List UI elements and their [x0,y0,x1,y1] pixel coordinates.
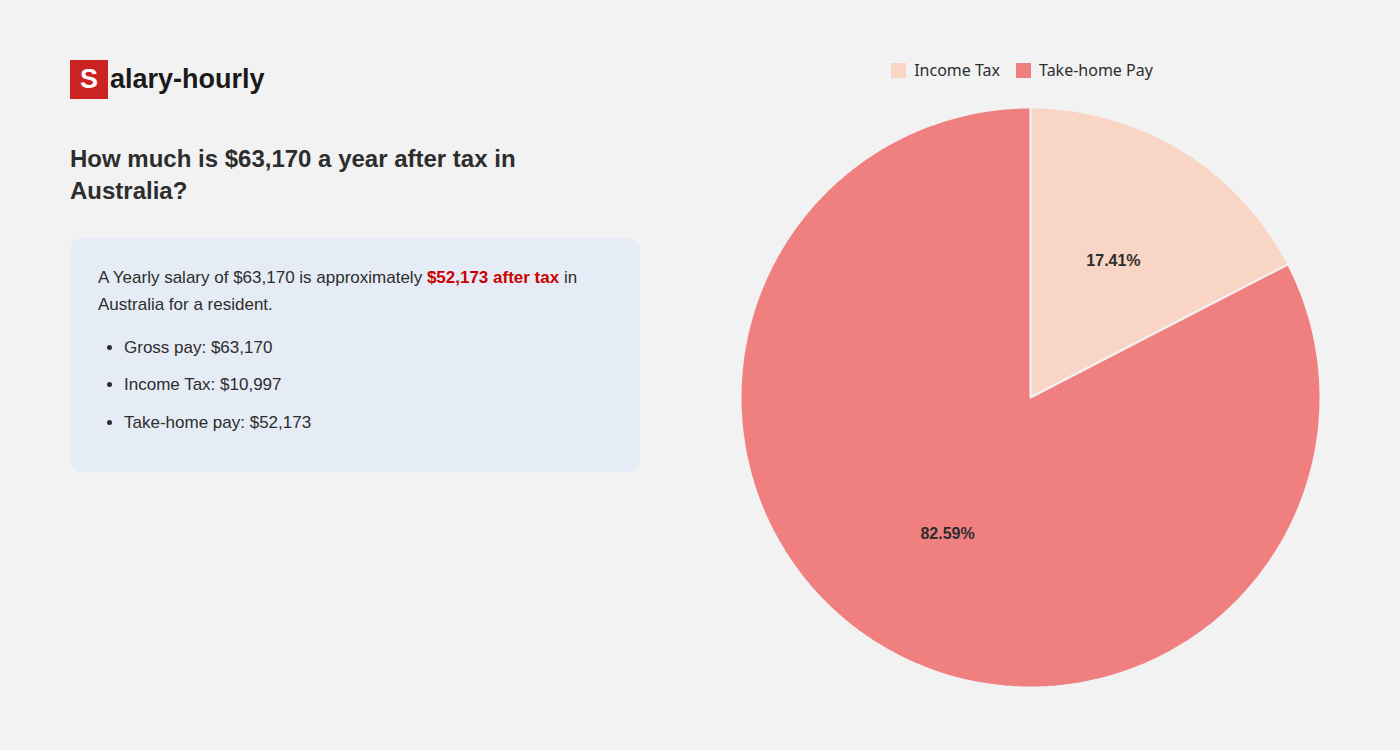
html-text:Australia for a resident.: Australia for a resident. [98,295,273,314]
html-text:How much is $63,170 a year aft: How much is $63,170 a year after tax in … [70,145,516,205]
html-text:Income Tax: Income Tax [914,59,1000,81]
html-text:alary-hourly: alary-hourly [110,64,265,94]
svg-text:17.41%: 17.41% [1086,252,1140,269]
html-text:Income Tax: $10,997: Income Tax: $10,997 [124,375,282,395]
svg-text:82.59%: 82.59% [920,524,974,541]
html-text:Take-home pay: $52,173: Take-home pay: $52,173 [124,412,312,432]
html-text:Take-home Pay: Take-home Pay [1039,59,1153,81]
html-text:Gross pay: $63,170: Gross pay: $63,170 [124,338,273,358]
html-text:A Yearly salary of $63,170 is: A Yearly salary of $63,170 is approximat… [98,267,578,287]
html-text:S: S [80,64,98,94]
